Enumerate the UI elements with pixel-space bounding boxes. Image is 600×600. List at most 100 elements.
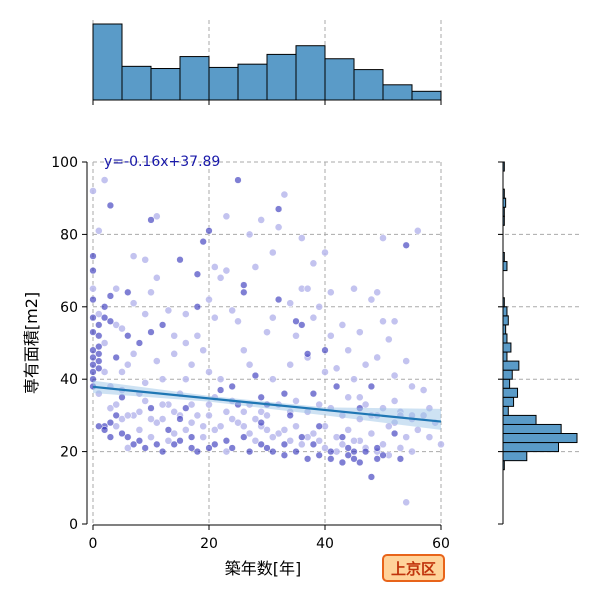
data-point-dark — [95, 332, 103, 340]
data-point-light — [141, 378, 150, 387]
data-point-dark — [367, 382, 376, 391]
data-point-dark — [89, 266, 97, 275]
x-tick-label: 40 — [316, 536, 334, 552]
data-point-dark — [234, 176, 242, 184]
data-point-light — [344, 393, 353, 402]
data-point-light — [187, 418, 196, 427]
data-point-dark — [373, 455, 381, 463]
data-point-light — [402, 498, 411, 507]
data-point-dark — [257, 440, 265, 449]
right-histogram-bar — [502, 261, 508, 272]
data-point-dark — [280, 451, 289, 459]
data-point-light — [274, 223, 283, 232]
right-histogram-bar — [502, 333, 508, 344]
data-point-dark — [222, 437, 231, 445]
regression-equation: y=-0.16x+37.89 — [104, 154, 220, 170]
data-point-dark — [176, 415, 184, 423]
data-point-light — [257, 407, 266, 416]
data-point-dark — [205, 227, 213, 235]
data-point-dark — [350, 447, 358, 456]
data-point-light — [199, 346, 208, 355]
data-point-dark — [402, 241, 410, 249]
data-point-dark — [89, 346, 97, 354]
data-point-light — [425, 433, 434, 442]
data-point-light — [355, 393, 364, 402]
top-histogram-bar — [208, 66, 239, 101]
data-point-light — [141, 397, 150, 405]
data-point-dark — [100, 426, 109, 434]
data-point-light — [280, 425, 289, 434]
y-tick-label: 80 — [60, 227, 78, 243]
data-point-dark — [89, 353, 97, 362]
data-point-light — [274, 429, 283, 438]
data-point-light — [89, 187, 97, 195]
data-point-dark — [280, 390, 289, 398]
data-point-light — [384, 335, 393, 344]
data-point-dark — [89, 328, 97, 336]
data-point-light — [129, 349, 138, 358]
right-histogram-bar — [502, 405, 509, 416]
data-point-light — [147, 433, 155, 442]
data-point-dark — [89, 314, 97, 322]
data-point-light — [402, 433, 411, 442]
top-histogram-bar — [324, 58, 355, 101]
right-histogram-bar — [502, 306, 508, 317]
data-point-dark — [106, 292, 115, 300]
data-point-light — [234, 418, 242, 427]
data-point-dark — [147, 404, 155, 412]
data-point-dark — [309, 440, 318, 449]
data-point-dark — [176, 437, 184, 445]
data-point-light — [268, 313, 277, 322]
data-point-light — [187, 360, 196, 369]
right-histogram-bar — [502, 433, 578, 444]
data-point-light — [245, 230, 254, 239]
data-point-light — [147, 415, 155, 423]
data-point-light — [129, 252, 138, 261]
data-point-light — [216, 375, 225, 384]
top-histogram-bar — [150, 68, 181, 101]
data-point-dark — [129, 440, 138, 449]
data-point-dark — [269, 447, 277, 456]
data-point-light — [413, 425, 422, 434]
right-histogram — [498, 161, 580, 525]
data-point-dark — [379, 451, 387, 459]
data-point-dark — [286, 411, 294, 420]
data-point-light — [181, 310, 190, 318]
data-point-light — [234, 317, 242, 326]
data-point-light — [158, 375, 167, 384]
data-point-light — [355, 328, 364, 337]
data-point-light — [222, 212, 231, 221]
data-point-light — [245, 429, 254, 438]
data-point-dark — [100, 314, 109, 322]
data-point-light — [147, 288, 155, 297]
data-point-light — [100, 176, 109, 184]
data-point-light — [239, 346, 248, 355]
data-point-dark — [327, 455, 335, 463]
x-tick-label: 0 — [89, 536, 98, 552]
data-point-light — [379, 234, 387, 242]
data-point-light — [112, 284, 121, 293]
data-point-light — [222, 447, 231, 456]
data-point-light — [193, 411, 202, 420]
data-point-dark — [193, 303, 202, 311]
right-histogram-bar — [502, 342, 512, 353]
data-point-light — [158, 400, 167, 409]
data-point-light — [297, 234, 306, 242]
data-point-light — [181, 375, 190, 384]
data-point-light — [292, 397, 300, 405]
data-point-light — [321, 444, 329, 452]
data-point-dark — [164, 426, 173, 434]
data-point-dark — [135, 339, 144, 347]
data-point-dark — [95, 364, 103, 372]
data-point-light — [292, 331, 300, 340]
data-point-light — [205, 411, 213, 420]
data-point-light — [379, 317, 387, 326]
data-point-light — [164, 436, 173, 445]
right-histogram-bar — [502, 360, 520, 371]
data-point-light — [216, 422, 225, 431]
data-point-dark — [298, 321, 306, 329]
data-point-dark — [147, 328, 155, 336]
data-point-light — [292, 422, 300, 431]
data-point-light — [437, 440, 445, 449]
